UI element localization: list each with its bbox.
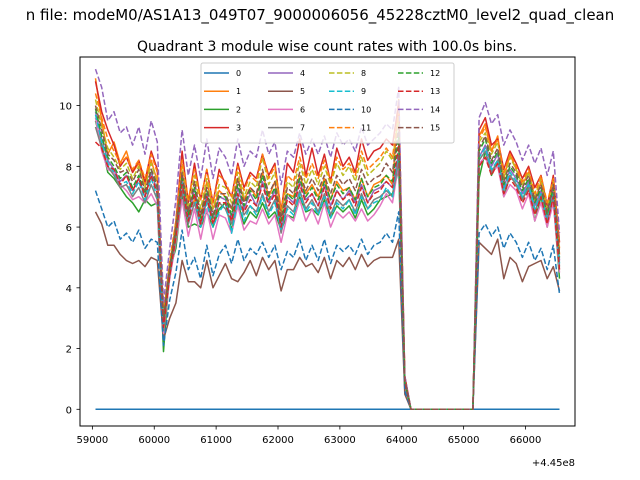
- y-tick-label: 4: [66, 284, 72, 295]
- series-line-12: [94, 108, 561, 411]
- legend-label-12: 12: [430, 69, 440, 78]
- y-tick-label: 8: [66, 162, 72, 173]
- series-line-15: [94, 105, 561, 411]
- legend-label-13: 13: [430, 87, 440, 96]
- legend-label-9: 9: [361, 87, 366, 96]
- figure-suptitle: n file: modeM0/AS1A13_049T07_9000006056_…: [26, 6, 615, 25]
- legend-label-7: 7: [300, 124, 305, 133]
- legend-label-8: 8: [361, 69, 366, 78]
- legend-box: [200, 62, 455, 144]
- series-line-10: [94, 190, 561, 411]
- x-tick-label: 59000: [76, 435, 108, 446]
- plot-frame: [79, 56, 576, 427]
- x-tick-label: 63000: [324, 435, 356, 446]
- legend-label-14: 14: [430, 105, 440, 114]
- series-layer: [94, 68, 561, 411]
- x-tick-label: 62000: [262, 435, 294, 446]
- legend-label-10: 10: [361, 105, 371, 114]
- legend-label-2: 2: [236, 105, 241, 114]
- chart-title: Quadrant 3 module wise count rates with …: [137, 39, 517, 55]
- legend-label-15: 15: [430, 124, 440, 133]
- y-tick-label: 2: [66, 345, 72, 356]
- x-tick-label: 66000: [510, 435, 542, 446]
- legend-label-0: 0: [236, 69, 241, 78]
- legend-label-5: 5: [300, 87, 305, 96]
- y-tick-label: 0: [66, 405, 72, 416]
- x-axis-offset-label: +4.45e8: [532, 458, 575, 469]
- legend-label-3: 3: [236, 124, 241, 133]
- legend-label-11: 11: [361, 124, 371, 133]
- series-line-5: [94, 211, 561, 411]
- series-line-11: [94, 93, 561, 411]
- x-tick-label: 64000: [386, 435, 418, 446]
- y-tick-label: 10: [59, 102, 72, 113]
- x-tick-label: 61000: [200, 435, 232, 446]
- x-tick-label: 60000: [138, 435, 170, 446]
- series-line-13: [94, 141, 561, 411]
- legend-label-6: 6: [300, 105, 305, 114]
- y-axis: 0 2 4 6 8 10: [59, 102, 80, 416]
- legend-label-4: 4: [300, 69, 305, 78]
- legend-label-1: 1: [236, 87, 241, 96]
- series-line-14: [94, 68, 561, 411]
- x-axis: 59000 60000 61000 62000 63000 64000 65000 66000: [76, 426, 541, 446]
- y-tick-label: 6: [66, 223, 72, 234]
- x-tick-label: 65000: [448, 435, 480, 446]
